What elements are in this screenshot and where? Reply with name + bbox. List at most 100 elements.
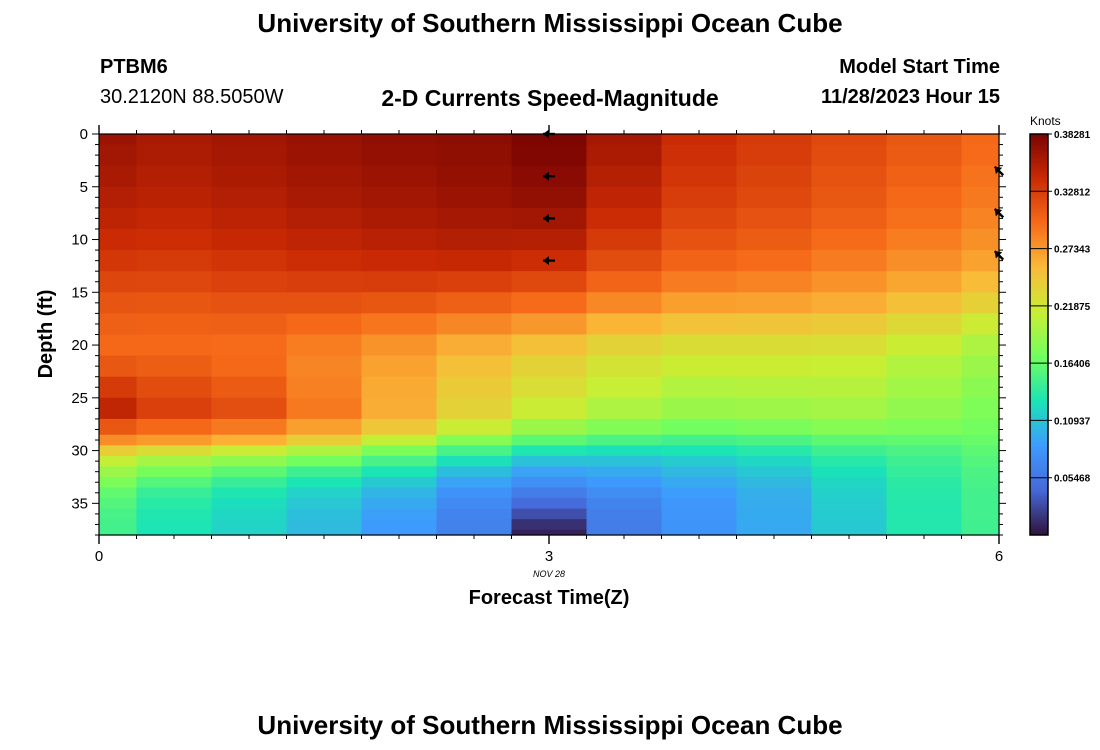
heatmap-cell (736, 445, 813, 457)
heatmap-cell (661, 455, 738, 468)
heatmap-cell (811, 313, 888, 336)
heatmap-cell (211, 355, 288, 378)
heatmap-cell (661, 207, 738, 230)
heatmap-cell (886, 498, 963, 510)
heatmap-cell (511, 376, 588, 399)
heatmap-cell (961, 476, 1000, 489)
heatmap-cell (961, 498, 1000, 510)
heatmap-cell (811, 376, 888, 399)
heatmap-cell (886, 519, 963, 531)
heatmap-cell (586, 355, 663, 378)
heatmap-cell (136, 376, 213, 399)
heatmap-cell (886, 418, 963, 436)
date-annotation: NOV 28 (533, 569, 565, 579)
heatmap-cell (886, 271, 963, 293)
heatmap-cell (136, 271, 213, 293)
heatmap-cell (586, 445, 663, 457)
heatmap-cell (586, 271, 663, 293)
heatmap-cell (286, 134, 363, 146)
colorbar-tick-label: 0.27343 (1054, 245, 1091, 256)
heatmap-cell (211, 186, 288, 209)
heatmap-cell (211, 397, 288, 420)
heatmap-cell (361, 207, 438, 230)
heatmap-cell (511, 271, 588, 293)
x-tick-label: 0 (95, 548, 103, 565)
heatmap-cell (886, 476, 963, 489)
heatmap-cell (586, 144, 663, 167)
y-tick-label: 35 (71, 495, 88, 512)
heatmap-cell (286, 445, 363, 457)
heatmap-cell (811, 186, 888, 209)
heatmap-cell (211, 271, 288, 293)
station-coordinates: 30.2120N 88.5050W (100, 86, 284, 108)
heatmap-cell (586, 476, 663, 489)
colorbar-label: Knots (1030, 114, 1061, 128)
heatmap-cell (99, 376, 138, 399)
heatmap-cell (811, 476, 888, 489)
heatmap-cell (99, 334, 138, 357)
heatmap-cell (361, 508, 438, 520)
heatmap-cell (136, 418, 213, 436)
plot-title: 2-D Currents Speed-Magnitude (381, 85, 719, 111)
heatmap-cell (961, 271, 1000, 293)
heatmap-cell (961, 250, 1000, 272)
heatmap-cell (511, 228, 588, 251)
heatmap-cell (586, 292, 663, 314)
heatmap-cell (886, 207, 963, 230)
heatmap-cell (811, 271, 888, 293)
heatmap-cell (811, 418, 888, 436)
heatmap-cell (136, 519, 213, 531)
heatmap-cell (136, 508, 213, 520)
heatmap-cell (436, 207, 513, 230)
heatmap-cell (961, 134, 1000, 146)
x-axis-label: Forecast Time(Z) (469, 587, 630, 609)
heatmap-cell (99, 455, 138, 468)
heatmap-cell (136, 186, 213, 209)
current-arrow (543, 256, 555, 266)
bottom-title: University of Southern Mississippi Ocean… (257, 710, 843, 740)
heatmap-cell (736, 250, 813, 272)
heatmap-cell (511, 476, 588, 489)
heatmap-cell (961, 487, 1000, 499)
heatmap-cell (99, 508, 138, 520)
heatmap-cell (136, 355, 213, 378)
heatmap-cell (511, 355, 588, 378)
colorbar-tick-label: 0.16406 (1054, 359, 1091, 370)
heatmap-cell (661, 445, 738, 457)
heatmap-cell (136, 529, 213, 536)
heatmap-cell (361, 250, 438, 272)
heatmap-cell (436, 355, 513, 378)
heatmap-cell (211, 445, 288, 457)
heatmap-cell (886, 508, 963, 520)
current-arrow (543, 213, 555, 223)
heatmap-cell (961, 445, 1000, 457)
heatmap-cell (136, 228, 213, 251)
heatmap-cell (211, 334, 288, 357)
heatmap-cell (286, 487, 363, 499)
heatmap-cell (586, 250, 663, 272)
heatmap-cell (136, 313, 213, 336)
current-arrow (543, 171, 555, 181)
heatmap-cell (436, 313, 513, 336)
heatmap-cell (661, 144, 738, 167)
heatmap-cell (661, 186, 738, 209)
heatmap-cell (661, 313, 738, 336)
y-tick-label: 0 (80, 126, 88, 143)
heatmap-cell (811, 228, 888, 251)
heatmap-cell (586, 455, 663, 468)
heatmap-cell (961, 455, 1000, 468)
heatmap-cells (99, 134, 1000, 536)
heatmap-cell (886, 355, 963, 378)
heatmap-cell (811, 250, 888, 272)
heatmap-cell (211, 529, 288, 536)
heatmap-cell (99, 434, 138, 446)
y-tick-label: 25 (71, 390, 88, 407)
heatmap-cell (586, 519, 663, 531)
heatmap-cell (886, 134, 963, 146)
heatmap-cell (736, 455, 813, 468)
heatmap-cell (661, 508, 738, 520)
heatmap-cell (586, 508, 663, 520)
heatmap-cell (586, 498, 663, 510)
heatmap-cell (661, 487, 738, 499)
